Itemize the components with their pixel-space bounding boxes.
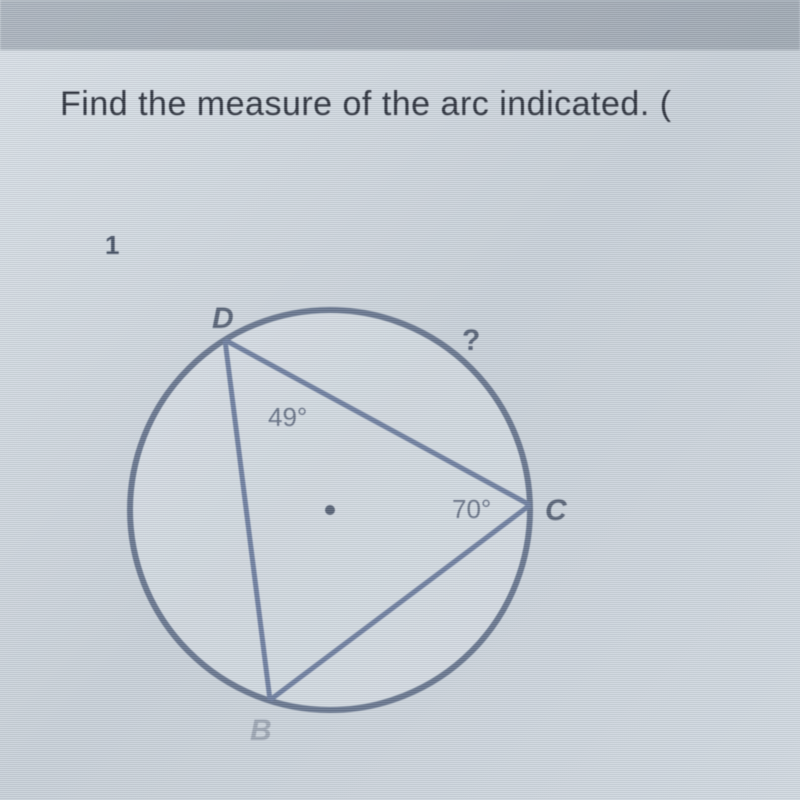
geometry-diagram: D ? C B 49° 70° [70, 250, 630, 780]
window-top-bar [0, 0, 800, 50]
geometry-figure-container: 1 D ? C B 49° 70° [70, 250, 630, 785]
point-D-label: D [212, 302, 234, 335]
point-B-label: B [250, 714, 272, 747]
point-C-label: C [545, 494, 568, 527]
angle-D-label: 49° [268, 402, 307, 432]
arc-question-mark: ? [462, 324, 480, 357]
question-text: Find the measure of the arc indicated. ( [0, 50, 800, 124]
center-dot [325, 505, 335, 515]
angle-C-label: 70° [452, 494, 491, 524]
